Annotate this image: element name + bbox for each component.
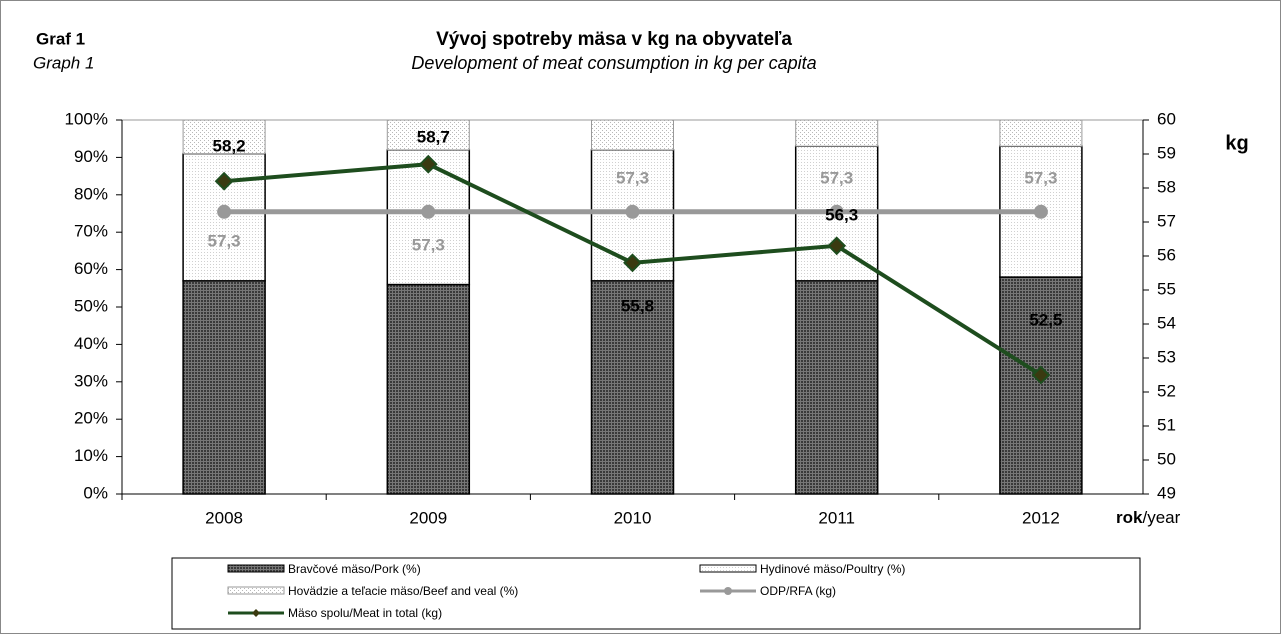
bar-segment — [591, 119, 674, 151]
marker — [827, 236, 847, 256]
x-axis-label-rest: /year — [1142, 508, 1180, 527]
chart-title: Vývoj spotreby mäsa v kg na obyvateľa — [436, 29, 792, 50]
data-label: 55,8 — [621, 296, 654, 315]
data-label: 57,3 — [208, 231, 241, 250]
marker — [418, 154, 438, 174]
legend-label: ODP/RFA (kg) — [760, 584, 836, 598]
chart-subtitle: Development of meat consumption in kg pe… — [411, 53, 816, 73]
y2-tick-label: 52 — [1157, 381, 1176, 400]
bar-segment — [590, 280, 675, 495]
y2-tick-label: 54 — [1157, 313, 1176, 332]
bar-segment — [999, 119, 1083, 147]
y2-tick-label: 50 — [1157, 449, 1176, 468]
marker — [1033, 204, 1048, 219]
bar-segment — [795, 119, 879, 147]
bar-segment — [386, 283, 471, 495]
y-tick-label: 90% — [74, 147, 108, 166]
data-label: 57,3 — [412, 235, 445, 254]
graph-label: Graf 1 — [36, 29, 85, 48]
legend-label: Hovädzie a teľacie mäso/Beef and veal (%… — [288, 584, 518, 598]
marker — [421, 204, 436, 219]
legend-marker — [724, 587, 732, 595]
data-label: 56,3 — [825, 205, 858, 224]
y2-tick-label: 60 — [1157, 109, 1176, 128]
marker — [217, 204, 232, 219]
x-tick-label: 2010 — [614, 508, 652, 527]
x-axis-label-bold: rok — [1116, 508, 1143, 527]
y-tick-label: 40% — [74, 334, 108, 353]
y-tick-label: 10% — [74, 446, 108, 465]
bar-segment — [386, 119, 470, 151]
legend — [171, 557, 1141, 630]
bar-segment — [182, 280, 266, 495]
y-tick-label: 100% — [65, 109, 108, 128]
y2-tick-label: 53 — [1157, 347, 1176, 366]
data-label: 57,3 — [820, 168, 853, 187]
y2-tick-label: 56 — [1157, 245, 1176, 264]
marker — [623, 253, 642, 273]
y-tick-label: 50% — [74, 296, 108, 315]
y2-tick-label: 58 — [1157, 177, 1176, 196]
y-tick-label: 20% — [74, 409, 108, 428]
y2-tick-label: 55 — [1157, 279, 1176, 298]
y2-axis-label: kg — [1225, 132, 1248, 154]
x-axis-label: rok/year — [1116, 508, 1181, 527]
marker — [1031, 365, 1051, 385]
legend-label: Bravčové mäso/Pork (%) — [288, 562, 421, 576]
bar-segment — [794, 280, 879, 495]
data-label: 58,7 — [417, 128, 450, 147]
y-tick-label: 0% — [83, 483, 108, 502]
bar-segment — [999, 276, 1083, 495]
data-label: 52,5 — [1029, 310, 1062, 329]
legend-swatch — [227, 564, 285, 573]
data-label: 58,2 — [213, 137, 246, 156]
y2-tick-label: 49 — [1157, 483, 1176, 502]
x-tick-label: 2009 — [409, 508, 447, 527]
y-tick-label: 30% — [74, 371, 108, 390]
y-tick-label: 80% — [74, 184, 108, 203]
marker — [214, 171, 234, 191]
x-tick-label: 2012 — [1022, 508, 1060, 527]
marker — [625, 204, 640, 219]
y-tick-label: 70% — [74, 222, 108, 241]
bar-segment — [182, 119, 266, 155]
legend-marker — [252, 609, 260, 617]
x-tick-label: 2008 — [205, 508, 243, 527]
x-tick-label: 2011 — [818, 508, 855, 527]
marker — [829, 204, 844, 219]
legend-label: Hydinové mäso/Poultry (%) — [760, 562, 905, 576]
data-label: 57,3 — [616, 168, 649, 187]
data-label: 57,3 — [1024, 168, 1057, 187]
y2-tick-label: 51 — [1157, 415, 1176, 434]
graph-label-en: Graph 1 — [33, 53, 94, 72]
y2-tick-label: 57 — [1157, 211, 1176, 230]
y2-tick-label: 59 — [1157, 143, 1176, 162]
y-tick-label: 60% — [74, 259, 108, 278]
legend-swatch — [699, 564, 757, 573]
legend-swatch — [227, 586, 285, 595]
legend-label: Mäso spolu/Meat in total (kg) — [288, 606, 442, 620]
